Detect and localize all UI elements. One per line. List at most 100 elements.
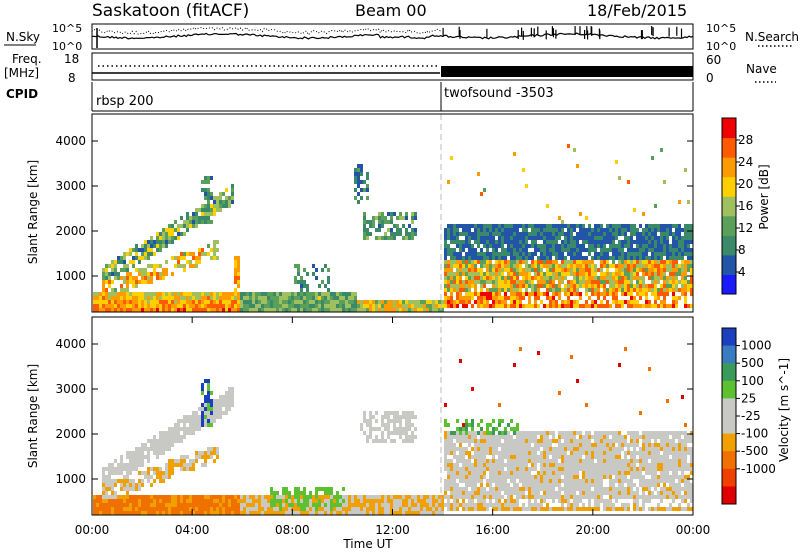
velocity-cell: [390, 419, 393, 423]
power-cell: [681, 264, 684, 268]
power-cell: [453, 248, 456, 252]
power-cell: [522, 272, 525, 276]
power-cell: [183, 296, 186, 300]
velocity-cell: [513, 507, 516, 511]
power-cell: [219, 300, 222, 304]
power-cell: [582, 264, 585, 268]
power-cell: [390, 228, 393, 232]
velocity-cell: [498, 451, 501, 455]
power-cell: [654, 264, 657, 268]
velocity-cell: [243, 507, 246, 511]
power-cell: [678, 288, 681, 292]
velocity-cell: [408, 511, 411, 515]
power-cell: [102, 308, 105, 312]
velocity-cell: [480, 439, 483, 443]
power-cell: [444, 284, 447, 288]
power-cell: [468, 252, 471, 256]
velocity-cell: [522, 455, 525, 459]
velocity-cell: [543, 483, 546, 487]
power-cell: [111, 304, 114, 308]
power-cell: [465, 264, 468, 268]
velocity-cell: [300, 503, 303, 507]
power-cell: [447, 228, 450, 232]
velocity-cell: [126, 491, 129, 495]
power-cell: [198, 296, 201, 300]
velocity-cell: [567, 443, 570, 447]
power-cell: [621, 284, 624, 288]
power-cell: [315, 296, 318, 300]
power-cell: [456, 272, 459, 276]
power-cell: [648, 256, 651, 260]
velocity-cell: [477, 499, 480, 503]
power-cell: [183, 292, 186, 296]
power-cell: [510, 236, 513, 240]
velocity-cell: [477, 487, 480, 491]
power-cell: [552, 304, 555, 308]
velocity-cell: [159, 475, 162, 479]
noise-spike: [533, 28, 535, 38]
velocity-cell: [432, 499, 435, 503]
power-cell: [522, 268, 525, 272]
power-cell: [612, 264, 615, 268]
velocity-cell: [141, 459, 144, 463]
power-cell: [540, 256, 543, 260]
power-cell: [618, 264, 621, 268]
power-cell: [522, 284, 525, 288]
velocity-cell: [579, 467, 582, 471]
velocity-cell: [531, 487, 534, 491]
velocity-cell: [546, 455, 549, 459]
power-cell: [564, 276, 567, 280]
velocity-cell: [567, 507, 570, 511]
power-cell: [495, 260, 498, 264]
power-cell: [672, 288, 675, 292]
velocity-cell: [228, 495, 231, 499]
power-cell: [387, 228, 390, 232]
power-cell: [555, 244, 558, 248]
velocity-cell: [543, 499, 546, 503]
velocity-cell: [561, 471, 564, 475]
power-cell: [300, 284, 303, 288]
velocity-cell: [129, 467, 132, 471]
power-cell: [561, 240, 564, 244]
velocity-cell: [504, 487, 507, 491]
noise-spike: [552, 28, 554, 38]
power-cell: [411, 228, 414, 232]
power-cell: [600, 248, 603, 252]
velocity-cell: [132, 511, 135, 515]
velocity-cell: [582, 435, 585, 439]
power-cell: [147, 240, 150, 244]
velocity-cell: [567, 475, 570, 479]
velocity-cell: [315, 487, 318, 491]
power-cell: [480, 260, 483, 264]
velocity-cell: [468, 483, 471, 487]
velocity-cell: [153, 507, 156, 511]
power-cell: [597, 268, 600, 272]
power-cell: [552, 280, 555, 284]
velocity-cell: [261, 507, 264, 511]
power-cell: [639, 268, 642, 272]
power-cell: [600, 228, 603, 232]
velocity-cell: [123, 511, 126, 515]
velocity-cell: [264, 503, 267, 507]
velocity-cell: [492, 495, 495, 499]
power-cell: [468, 268, 471, 272]
power-cell: [525, 252, 528, 256]
velocity-cell: [198, 451, 201, 455]
power-cell: [630, 272, 633, 276]
velocity-cell: [336, 499, 339, 503]
velocity-cell: [495, 447, 498, 451]
power-cell: [681, 268, 684, 272]
velocity-cell: [405, 427, 408, 431]
velocity-cell: [555, 475, 558, 479]
velocity-cell: [348, 511, 351, 515]
velocity-cell: [615, 463, 618, 467]
power-cell: [141, 276, 144, 280]
velocity-cell: [201, 383, 204, 387]
velocity-cell: [435, 503, 438, 507]
velocity-cell: [549, 487, 552, 491]
power-cell: [147, 300, 150, 304]
power-cell: [480, 228, 483, 232]
velocity-cell: [558, 479, 561, 483]
power-cell: [588, 232, 591, 236]
velocity-cell: [393, 495, 396, 499]
